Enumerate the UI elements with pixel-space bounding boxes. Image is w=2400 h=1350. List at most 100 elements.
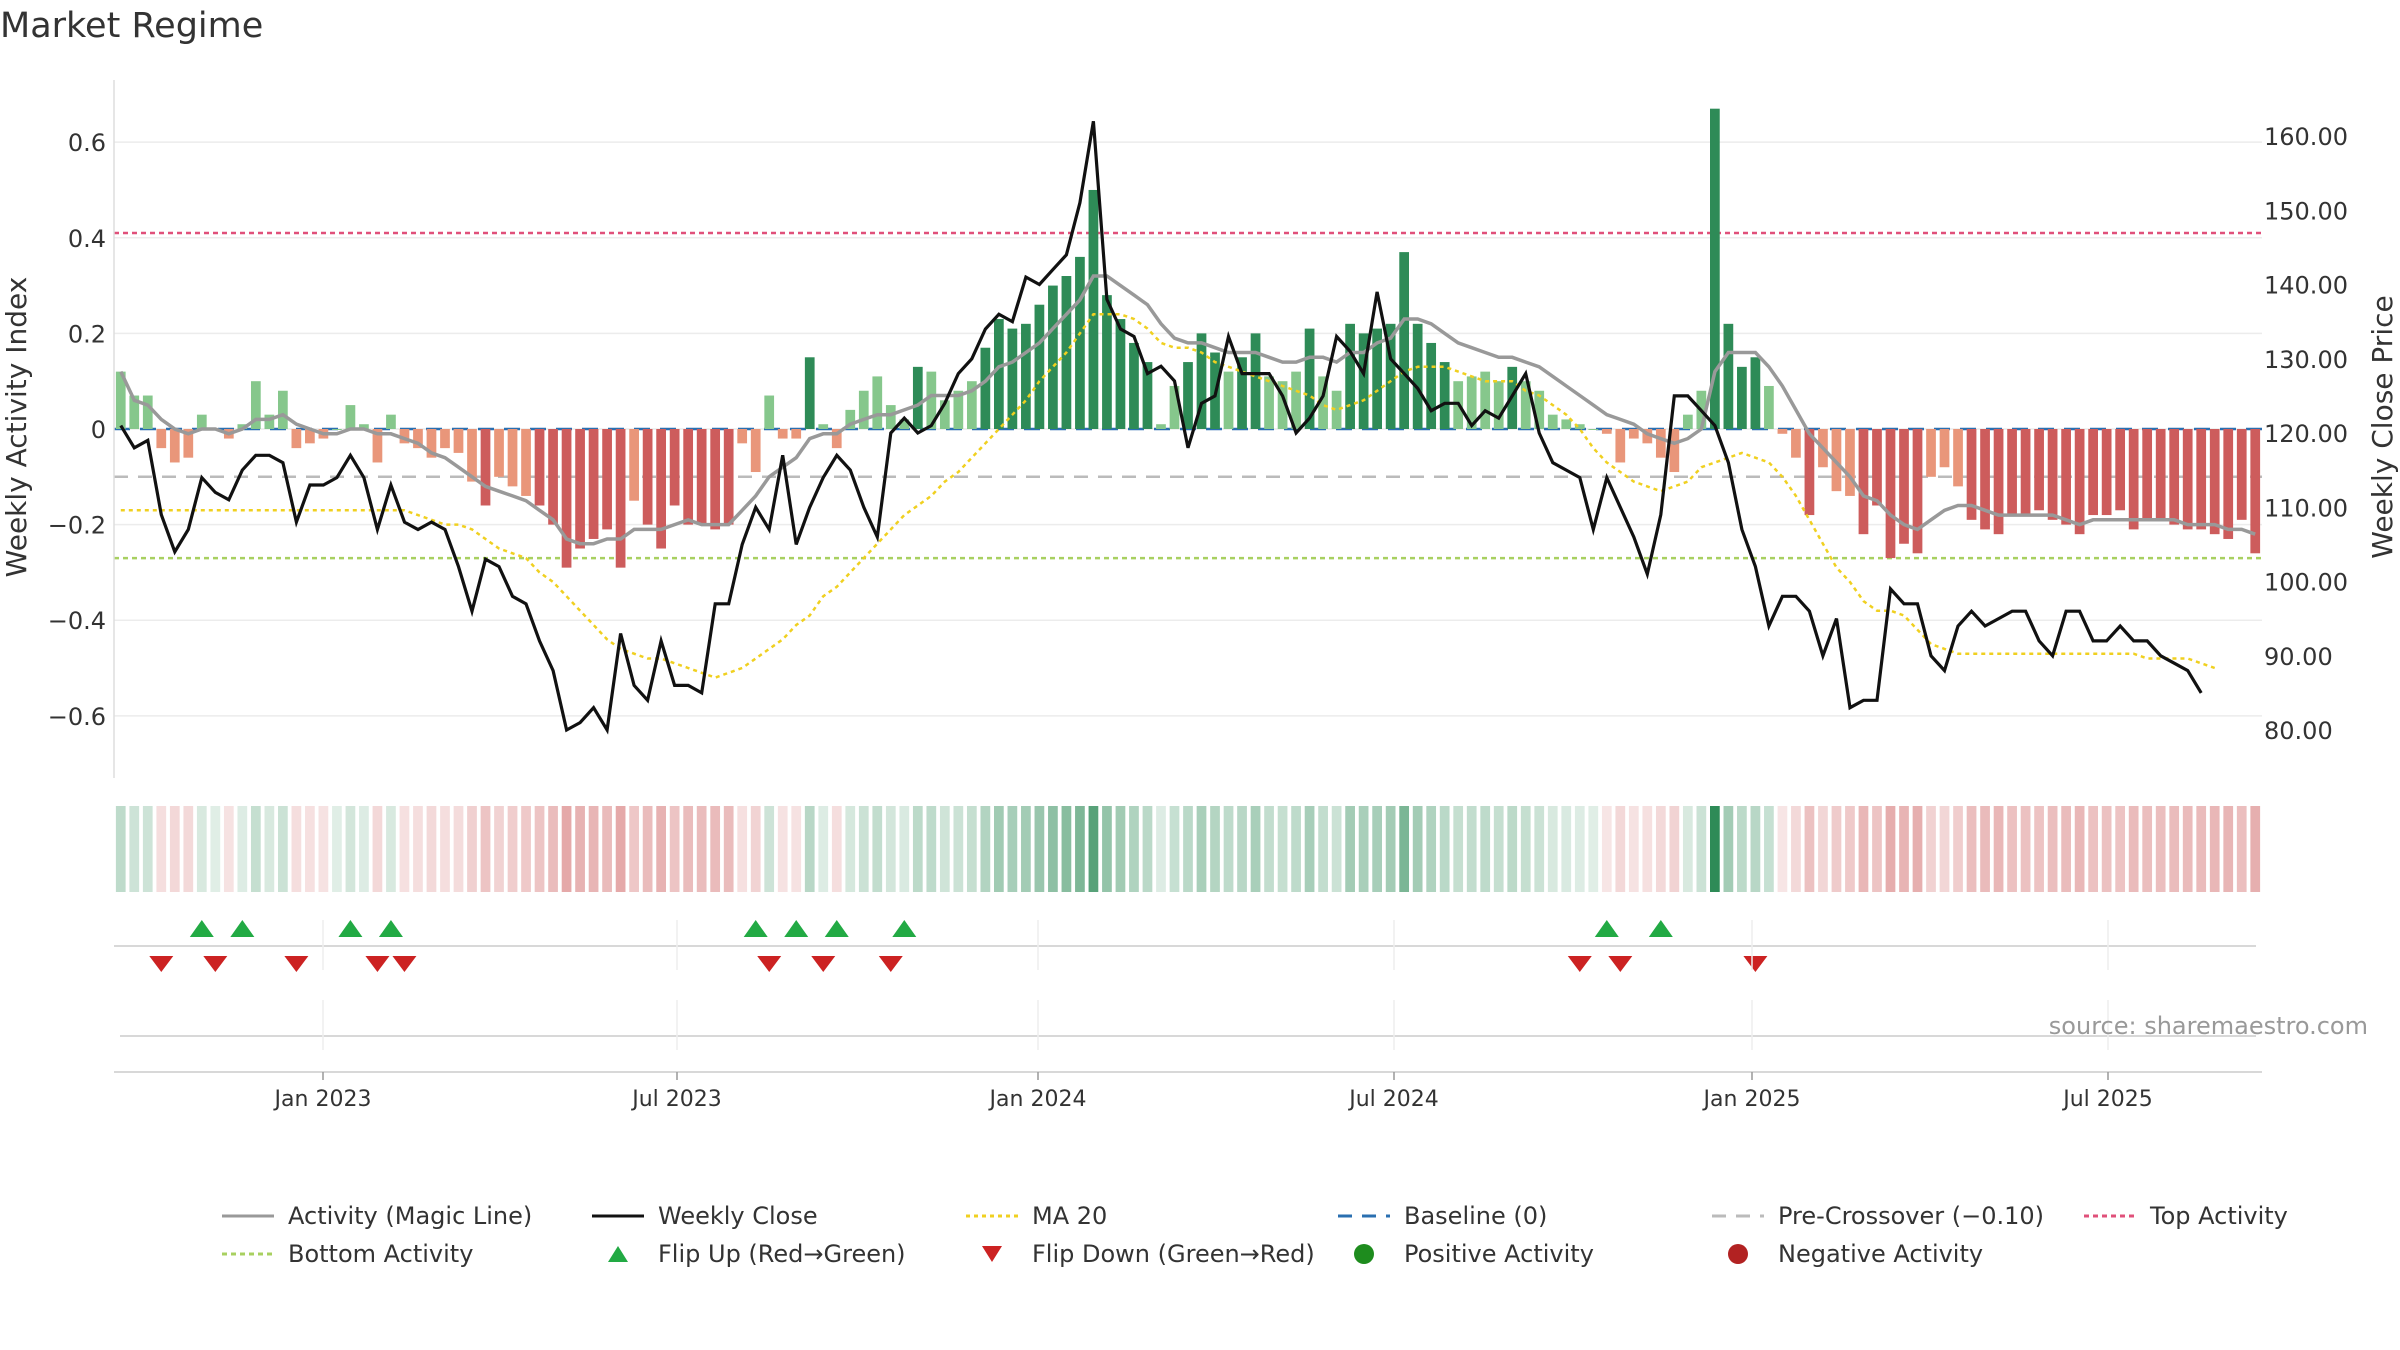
regime-cell <box>804 806 815 892</box>
activity-bar <box>494 429 504 477</box>
activity-bar <box>791 429 802 439</box>
y-left-tick-label: −0.6 <box>48 703 106 731</box>
activity-bar <box>2101 429 2112 516</box>
regime-cell <box>2209 806 2220 892</box>
activity-bar <box>1304 328 1315 429</box>
activity-bar <box>2061 429 2071 525</box>
regime-cell <box>1507 806 1518 892</box>
activity-bar <box>305 429 315 444</box>
axes: 0.6 0.4 0.2 0 −0.2 −0.4 −0.6 160.00 150.00 140.00… <box>48 80 2348 778</box>
regime-cell <box>1818 806 1828 892</box>
activity-bar <box>2155 429 2166 520</box>
activity-bar <box>142 395 153 429</box>
activity-bar <box>1655 429 1666 458</box>
y-left-tick-label: 0.2 <box>68 320 106 348</box>
x-tick-label: Jan 2023 <box>273 1087 372 1112</box>
x-tick-label: Jan 2025 <box>1702 1087 1801 1112</box>
regime-cell <box>764 806 775 892</box>
activity-bar <box>885 405 896 429</box>
activity-bar <box>683 429 694 525</box>
activity-bar <box>1007 328 1018 429</box>
regime-cell <box>1196 806 1207 892</box>
activity-bar <box>2223 429 2234 539</box>
regime-cell <box>710 806 721 892</box>
activity-bar <box>2034 429 2044 511</box>
activity-bar <box>156 429 167 449</box>
regime-cell <box>629 806 639 892</box>
magic-line <box>119 274 2256 546</box>
legend-magic-line: Activity (Magic Line) <box>220 1202 532 1230</box>
regime-cell <box>413 806 423 892</box>
regime-cell <box>2250 806 2261 892</box>
activity-bars <box>115 108 2261 568</box>
activity-bar <box>2007 429 2017 516</box>
legend-label: MA 20 <box>1032 1202 1108 1230</box>
ma20-line <box>120 313 2216 679</box>
regime-cell <box>1534 806 1545 892</box>
regime-cell <box>750 806 761 892</box>
regime-cell <box>1169 806 1180 892</box>
legend-weekly-close: Weekly Close <box>590 1202 818 1230</box>
regime-cell <box>1466 806 1477 892</box>
legend-flip-up: Flip Up (Red→Green) <box>590 1240 906 1268</box>
regime-cell <box>561 806 572 892</box>
activity-bar <box>1129 342 1139 429</box>
y-right-tick-label: 90.00 <box>2264 643 2333 671</box>
regime-cell <box>1601 806 1612 892</box>
activity-bar <box>2250 429 2261 554</box>
regime-cell <box>1237 806 1247 892</box>
regime-cell <box>1574 806 1585 892</box>
activity-bar <box>588 429 599 539</box>
activity-bar <box>1277 381 1288 429</box>
regime-cell <box>1331 806 1342 892</box>
regime-cell <box>980 806 991 892</box>
y-right-tick-label: 130.00 <box>2264 346 2348 374</box>
activity-bar <box>1345 323 1355 429</box>
activity-bar <box>426 429 437 458</box>
regime-cell <box>372 806 383 892</box>
activity-bar <box>953 390 964 429</box>
regime-cell <box>777 806 788 892</box>
legend-negative-activity: Negative Activity <box>1710 1240 1983 1268</box>
regime-cell <box>1129 806 1139 892</box>
activity-bar <box>858 390 869 429</box>
regime-cell <box>1872 806 1882 892</box>
regime-cell <box>858 806 869 892</box>
legend-label: Weekly Close <box>658 1202 818 1230</box>
regime-cell <box>1615 806 1626 892</box>
legend-label: Positive Activity <box>1404 1240 1594 1268</box>
flip-up-marker <box>189 920 214 937</box>
activity-bar <box>642 429 653 525</box>
legend-label: Activity (Magic Line) <box>288 1202 533 1230</box>
regime-cell <box>453 806 464 892</box>
activity-bar <box>1912 429 1923 554</box>
regime-cell <box>2101 806 2112 892</box>
regime-cell <box>1304 806 1315 892</box>
regime-cell <box>1426 806 1437 892</box>
regime-cell <box>2182 806 2193 892</box>
regime-cell <box>2088 806 2098 892</box>
regime-cell <box>1480 806 1491 892</box>
regime-cell <box>1439 806 1450 892</box>
regime-cell <box>683 806 694 892</box>
activity-bar <box>1750 357 1761 429</box>
activity-bar <box>710 429 721 530</box>
activity-bar <box>1412 323 1423 429</box>
activity-bar <box>548 429 558 525</box>
regime-cell <box>1939 806 1950 892</box>
x-tick-label: Jul 2024 <box>1347 1087 1439 1112</box>
regime-cell <box>1696 806 1707 892</box>
x-tick-label: Jan 2024 <box>988 1087 1087 1112</box>
regime-cell <box>1980 806 1990 892</box>
weekly-close-line <box>119 120 2203 735</box>
regime-cell <box>1277 806 1288 892</box>
regime-cell <box>845 806 856 892</box>
regime-cell <box>264 806 275 892</box>
regime-cell <box>534 806 545 892</box>
regime-cell <box>1021 806 1031 892</box>
activity-bar <box>2196 429 2207 530</box>
regime-cell <box>1750 806 1761 892</box>
activity-bar <box>1561 419 1572 429</box>
regime-cell <box>183 806 194 892</box>
regime-cell <box>2169 806 2180 892</box>
